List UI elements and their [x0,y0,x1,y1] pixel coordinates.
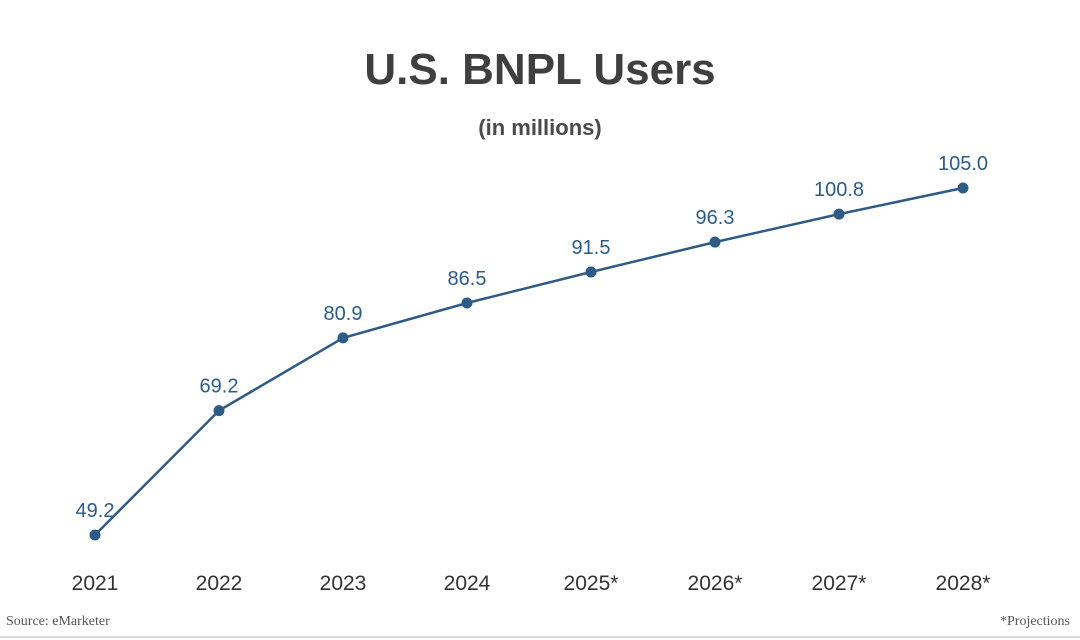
data-point-2026 [709,236,721,248]
data-label-2023: 80.9 [324,303,363,325]
data-label-2025: 91.5 [572,237,611,259]
data-point-2021 [89,529,101,541]
data-label-2021: 49.2 [76,500,115,522]
x-tick-label-2028: 2028* [936,572,991,595]
data-label-2024: 86.5 [448,268,487,290]
bottom-divider [0,636,1080,638]
data-point-2025 [585,266,597,278]
x-axis-ticks: 2021 2022 2023 2024 2025* 2026* 2027* 2028* [72,572,991,595]
source-note: Source: eMarketer [6,614,110,629]
data-point-2028 [957,182,969,194]
series-line [94,186,964,536]
data-point-2023 [337,332,349,344]
chart-title: U.S. BNPL Users [364,45,716,94]
data-point-2024 [461,297,473,309]
data-point-2022 [213,405,225,417]
projections-note: *Projections [1000,614,1070,629]
x-tick-label-2023: 2023 [320,572,367,595]
x-tick-label-2025: 2025* [564,572,619,595]
data-label-2028: 105.0 [938,153,988,175]
series-layer [89,182,969,541]
data-label-2026: 96.3 [696,207,735,229]
data-point-2027 [833,208,845,220]
x-tick-label-2027: 2027* [812,572,867,595]
chart-subtitle: (in millions) [478,115,602,140]
data-label-2022: 69.2 [200,376,239,398]
x-tick-label-2022: 2022 [196,572,243,595]
data-label-2027: 100.8 [814,179,864,201]
x-tick-label-2024: 2024 [444,572,491,595]
data-labels: 49.2 69.2 80.9 86.5 91.5 96.3 100.8 105.0 [76,153,989,522]
x-tick-label-2026: 2026* [688,572,743,595]
x-tick-label-2021: 2021 [72,572,119,595]
